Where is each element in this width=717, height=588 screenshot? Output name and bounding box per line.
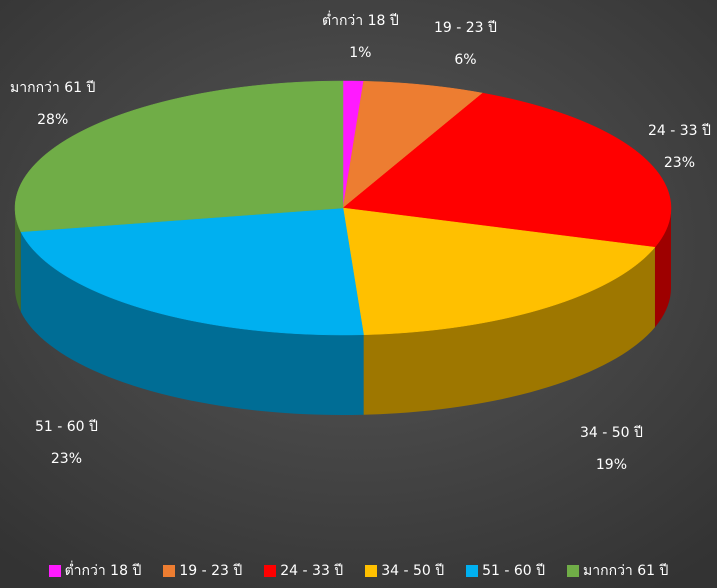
data-label-34-50: 34 - 50 ปี 19%: [580, 426, 643, 472]
legend-item: 34 - 50 ปี: [365, 560, 444, 582]
data-label-value: 23%: [50, 451, 83, 467]
legend-item: มากกว่า 61 ปี: [567, 560, 668, 582]
pie-slice-2: [342, 92, 672, 248]
legend-item: 19 - 23 ปี: [163, 560, 242, 582]
pie-side-3: [363, 247, 655, 415]
data-label-category: มากกว่า 61 ปี: [10, 80, 96, 96]
data-label-value: 19%: [595, 457, 628, 473]
legend-label: 24 - 33 ปี: [280, 563, 344, 579]
data-label-category: 24 - 33 ปี: [648, 123, 711, 139]
pie-side-2: [654, 208, 671, 328]
legend-swatch: [466, 565, 479, 577]
legend-label: 34 - 50 ปี: [381, 563, 445, 579]
pie-slice-3: [342, 207, 656, 336]
pie-tops: [14, 80, 672, 336]
legend-swatch: [48, 565, 61, 577]
data-label-over-61: มากกว่า 61 ปี 28%: [10, 81, 95, 127]
data-label-value: 6%: [454, 52, 477, 68]
legend-item: 24 - 33 ปี: [264, 560, 343, 582]
data-label-24-33: 24 - 33 ปี 23%: [648, 124, 711, 170]
data-label-51-60: 51 - 60 ปี 23%: [35, 420, 98, 466]
legend: ต่ำกว่า 18 ปี 19 - 23 ปี 24 - 33 ปี 34 -…: [0, 560, 717, 582]
pie-sides: [15, 208, 671, 415]
legend-label: 19 - 23 ปี: [179, 563, 243, 579]
data-label-value: 28%: [37, 112, 69, 128]
legend-item: 51 - 60 ปี: [466, 560, 545, 582]
pie-side-4: [20, 231, 364, 415]
legend-label: มากกว่า 61 ปี: [583, 563, 669, 579]
legend-swatch: [567, 565, 580, 577]
legend-swatch: [264, 565, 277, 577]
legend-swatch: [163, 565, 176, 577]
legend-label: 51 - 60 ปี: [482, 563, 546, 579]
data-label-19-23: 19 - 23 ปี 6%: [434, 21, 497, 67]
data-label-category: 51 - 60 ปี: [35, 419, 98, 435]
data-label-under-18: ต่ำกว่า 18 ปี 1%: [322, 14, 399, 60]
data-label-category: 19 - 23 ปี: [434, 20, 497, 36]
data-label-category: 34 - 50 ปี: [580, 425, 643, 441]
pie-slice-1: [342, 80, 484, 209]
legend-swatch: [365, 565, 378, 577]
legend-label: ต่ำกว่า 18 ปี: [64, 563, 142, 579]
legend-item: ต่ำกว่า 18 ปี: [48, 560, 142, 582]
data-label-category: ต่ำกว่า 18 ปี: [322, 13, 399, 29]
pie-slice-4: [20, 207, 364, 336]
data-label-value: 23%: [663, 155, 696, 171]
pie-side-5: [15, 208, 21, 312]
data-label-value: 1%: [349, 45, 372, 61]
pie-slice-5: [14, 80, 344, 233]
